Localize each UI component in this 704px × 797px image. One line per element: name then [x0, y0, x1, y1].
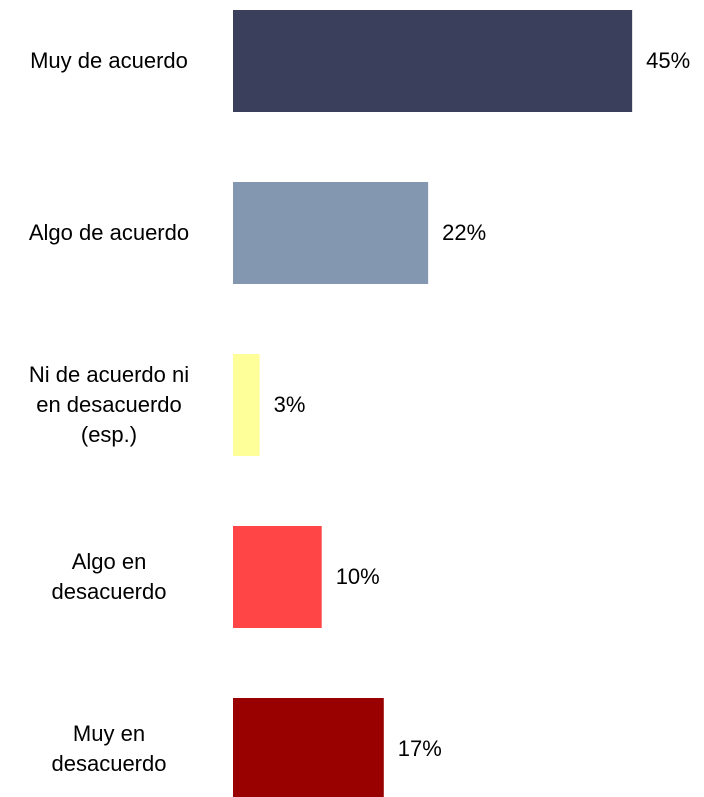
category-label: Algo de acuerdo: [28, 220, 190, 245]
value-label: 45%: [646, 48, 691, 73]
category-label: Algo en desacuerdo: [51, 549, 167, 604]
value-label: 3%: [273, 392, 306, 417]
category-label: Muy en desacuerdo: [51, 721, 167, 776]
category-label: Muy de acuerdo: [30, 48, 188, 73]
value-label: 22%: [442, 220, 487, 245]
category-label: Ni de acuerdo ni en desacuerdo (esp.): [28, 362, 190, 447]
bar: [233, 182, 429, 284]
bar: [233, 698, 384, 797]
bar: [233, 10, 633, 112]
bar: [233, 354, 260, 456]
bar: [233, 526, 322, 628]
value-label: 17%: [397, 736, 442, 761]
value-label: 10%: [335, 564, 380, 589]
